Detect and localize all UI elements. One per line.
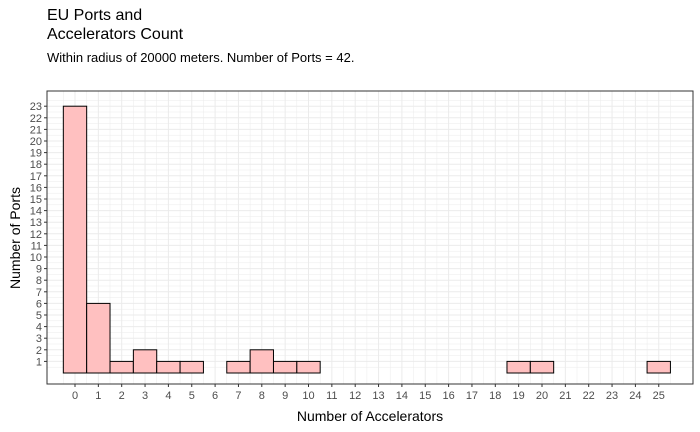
y-tick-label: 6 [36, 298, 42, 310]
x-tick-label: 3 [142, 390, 148, 402]
bar [646, 360, 671, 374]
y-tick-label: 15 [30, 194, 42, 206]
y-tick-label: 8 [36, 275, 42, 287]
bar [132, 349, 158, 374]
x-tick-label: 1 [95, 390, 101, 402]
y-tick-label: 1 [36, 356, 42, 368]
x-tick-label: 16 [442, 390, 454, 402]
x-tick-label: 10 [302, 390, 314, 402]
y-tick-label: 22 [30, 113, 42, 125]
y-tick-label: 3 [36, 333, 42, 345]
bar [272, 360, 298, 374]
x-tick-label: 24 [629, 390, 641, 402]
x-tick-label: 4 [165, 390, 171, 402]
x-tick-label: 9 [282, 390, 288, 402]
x-tick-label: 14 [396, 390, 408, 402]
bar [156, 360, 181, 374]
y-tick-label: 4 [36, 322, 42, 334]
x-tick-label: 25 [653, 390, 665, 402]
x-tick-label: 8 [259, 390, 265, 402]
x-tick-label: 19 [513, 390, 525, 402]
x-tick-label: 18 [489, 390, 501, 402]
x-tick-label: 7 [235, 390, 241, 402]
bar [226, 360, 251, 374]
y-tick-label: 17 [30, 171, 42, 183]
bar [296, 360, 321, 374]
bar [109, 360, 134, 374]
y-tick-label: 13 [30, 217, 42, 229]
y-tick-label: 11 [31, 240, 42, 252]
y-tick-label: 9 [36, 264, 42, 276]
bar [529, 360, 555, 374]
x-tick-label: 23 [606, 390, 618, 402]
y-tick-label: 21 [30, 124, 42, 136]
x-tick-label: 5 [189, 390, 195, 402]
grid-lines [47, 91, 693, 384]
x-tick-label: 22 [583, 390, 595, 402]
y-tick-label: 20 [30, 136, 42, 148]
y-tick-label: 18 [30, 159, 42, 171]
y-tick-label: 23 [30, 101, 42, 113]
x-axis-ticks: 0 1 2 3 4 5 6 7 8 9 10 11 12 13 14 15 16 17 18 19 20 21 22 23 24… [72, 384, 665, 402]
y-tick-label: 19 [30, 148, 42, 160]
x-tick-label: 0 [72, 390, 78, 402]
panel-border [46, 90, 694, 385]
x-axis-label: Number of Accelerators [297, 408, 443, 424]
bar [249, 349, 274, 374]
bar [62, 105, 88, 374]
x-tick-label: 12 [349, 390, 361, 402]
y-tick-label: 16 [30, 182, 42, 194]
x-tick-label: 17 [466, 390, 478, 402]
y-tick-label: 12 [30, 229, 42, 241]
y-tick-label: 5 [36, 310, 42, 322]
y-tick-label: 14 [30, 206, 42, 218]
x-tick-label: 13 [372, 390, 384, 402]
bars [62, 105, 671, 374]
bar [506, 360, 531, 374]
y-tick-label: 10 [30, 252, 42, 264]
y-tick-label: 7 [36, 287, 42, 299]
x-tick-label: 15 [419, 390, 431, 402]
bar [179, 360, 204, 374]
chart-title: EU Ports and Accelerators Count [47, 7, 184, 43]
x-tick-label: 21 [559, 390, 571, 402]
bar [86, 302, 111, 374]
x-tick-label: 11 [326, 390, 337, 402]
chart-subtitle: Within radius of 20000 meters. Number of… [47, 50, 355, 65]
x-tick-label: 2 [119, 390, 125, 402]
x-tick-label: 6 [212, 390, 218, 402]
y-axis-label: Number of Ports [7, 187, 23, 289]
y-tick-label: 2 [36, 345, 42, 357]
x-tick-label: 20 [536, 390, 548, 402]
